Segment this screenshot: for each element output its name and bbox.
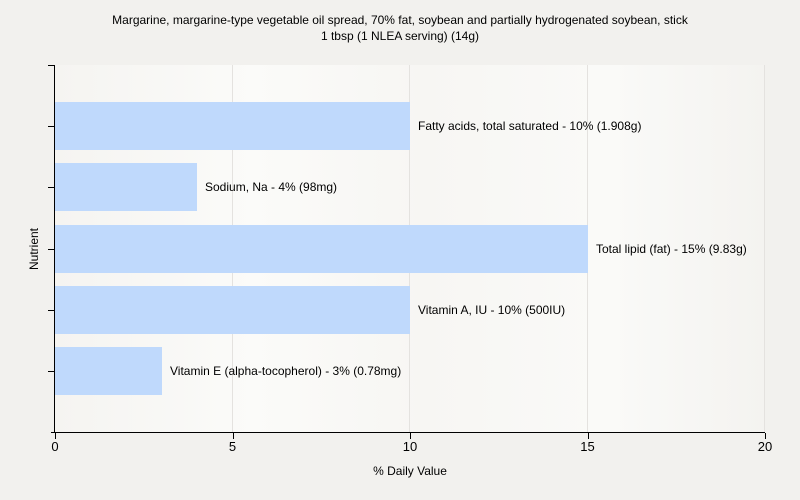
y-axis-tick-4 [48,310,55,311]
bar-label: Vitamin E (alpha-tocopherol) - 3% (0.78m… [170,364,402,378]
bar-sodium-na [55,163,197,211]
x-axis-tick-5 [232,433,234,439]
y-axis-tick-3 [48,249,55,250]
y-axis-tick-2 [48,187,55,188]
x-axis-tick-10 [410,433,411,439]
y-axis-label: Nutrient [27,227,41,270]
x-axis-tick-label-0: 0 [51,439,59,454]
x-axis-tick-0 [55,433,56,439]
chart-title-line2: 1 tbsp (1 NLEA serving) (14g) [320,29,480,43]
bar-label: Total lipid (fat) - 15% (9.83g) [596,242,747,256]
y-axis-line [54,65,55,433]
bar-vitamin-e-alpha-tocopherol- [55,347,162,395]
chart-title-line1: Margarine, margarine-type vegetable oil … [112,13,688,27]
x-axis-tick-label-20: 20 [757,439,773,454]
x-axis-tick-15 [587,433,589,439]
bar-total-lipid-fat- [55,225,588,273]
y-axis-tick-5 [48,371,55,372]
bar-vitamin-a-iu [55,286,410,334]
bar-fatty-acids-total-saturated [55,102,410,150]
x-axis-tick-20 [765,433,766,439]
y-axis-tick-0 [48,65,55,66]
bar-label: Vitamin A, IU - 10% (500IU) [418,303,566,317]
bar-label: Sodium, Na - 4% (98mg) [205,180,338,194]
gridline-20 [764,65,765,432]
y-axis-tick-1 [48,126,55,127]
x-axis-label: % Daily Value [373,464,447,478]
x-axis-tick-label-5: 5 [228,439,237,454]
x-axis-tick-label-10: 10 [402,439,418,454]
x-axis-line [51,432,765,433]
chart-title: Margarine, margarine-type vegetable oil … [0,12,800,44]
x-axis-tick-label-15: 15 [580,439,595,454]
plot-area: 0 5 10 15 20 Fatty acids, total saturated - 1… [48,65,772,454]
bar-label: Fatty acids, total saturated - 10% (1.90… [418,119,642,133]
